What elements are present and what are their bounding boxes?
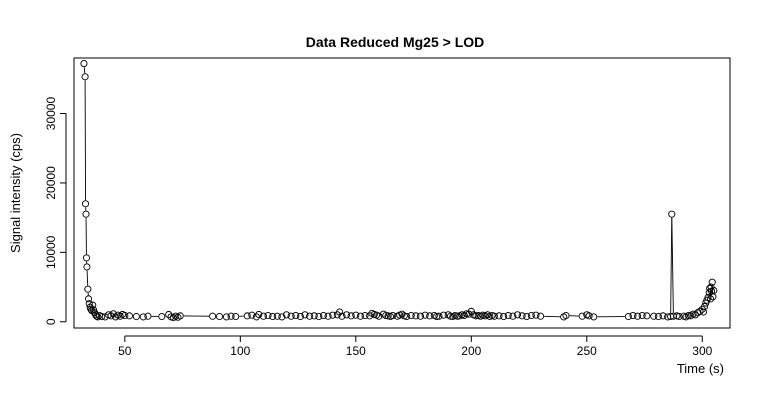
x-tick-label: 50: [118, 344, 132, 358]
data-point: [85, 286, 91, 292]
x-tick-label: 250: [577, 344, 597, 358]
series-lines: [84, 67, 712, 317]
data-point: [83, 255, 89, 261]
x-axis-label: Time (s): [677, 361, 724, 376]
data-point: [669, 211, 675, 217]
data-point: [133, 313, 139, 319]
series-segment: [84, 67, 85, 73]
series-segment: [671, 218, 672, 313]
data-point: [145, 313, 151, 319]
data-point: [644, 313, 650, 319]
x-tick-label: 200: [461, 344, 481, 358]
y-tick-label: 0: [44, 318, 58, 325]
y-tick-label: 30000: [44, 97, 58, 131]
series-segment: [672, 218, 674, 313]
data-point: [84, 264, 90, 270]
x-axis: 50 100 150 200 250 300: [118, 336, 712, 358]
x-tick-label: 300: [692, 344, 712, 358]
data-point: [159, 313, 165, 319]
series-segment: [87, 271, 88, 286]
y-axis: 0 10000 20000 30000: [44, 97, 66, 326]
data-point: [83, 211, 89, 217]
data-point: [82, 201, 88, 207]
y-tick-label: 20000: [44, 166, 58, 200]
data-points: [81, 60, 717, 320]
data-point: [233, 313, 239, 319]
data-point: [209, 313, 215, 319]
chart-title: Data Reduced Mg25 > LOD: [306, 34, 485, 50]
plot-frame: [74, 58, 730, 328]
y-tick-label: 10000: [44, 235, 58, 269]
data-point: [82, 74, 88, 80]
data-point: [216, 313, 222, 319]
x-tick-label: 150: [346, 344, 366, 358]
data-point: [81, 60, 87, 66]
y-axis-label: Signal intensity (cps): [8, 133, 23, 253]
data-point: [126, 313, 132, 319]
x-tick-label: 100: [230, 344, 250, 358]
